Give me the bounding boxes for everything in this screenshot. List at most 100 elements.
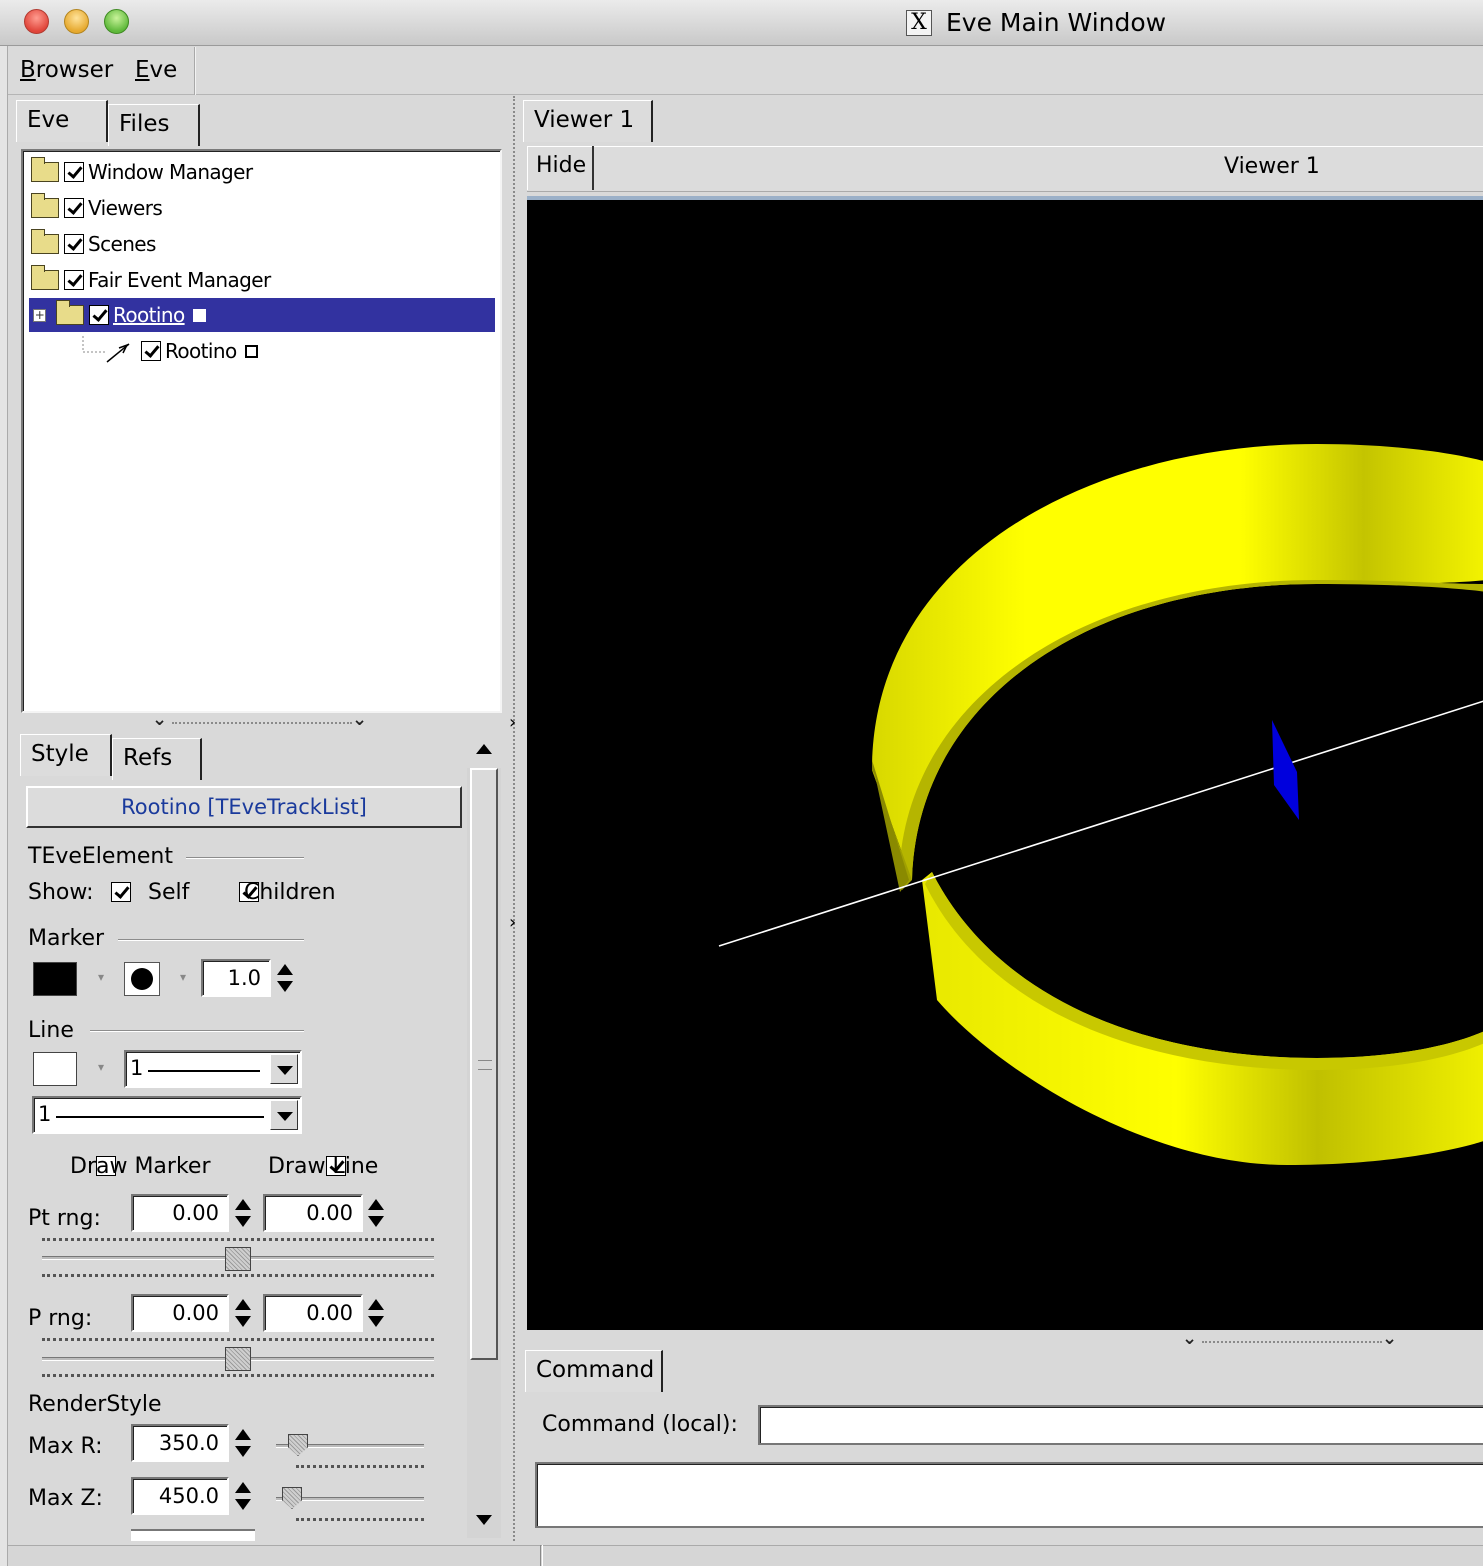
p-slider-thumb[interactable] [225,1347,251,1371]
tab-viewer-1[interactable]: Viewer 1 [523,100,653,142]
window-title: Eve Main Window [946,8,1167,37]
menu-eve-mnemonic: E [135,57,150,83]
editor-scrollbar[interactable] [467,768,501,1538]
max-z-spinner-icon[interactable] [232,1477,254,1515]
tab-command[interactable]: Command [525,1350,663,1392]
teve-element-group-label: TEveElement [28,844,173,869]
tree-checkbox[interactable] [89,305,109,325]
expand-icon[interactable]: + [33,307,46,322]
chevron-down-icon[interactable] [270,1100,298,1130]
zoom-window-button[interactable] [104,9,129,34]
tree-checkbox[interactable] [141,341,161,361]
folder-icon [31,229,59,254]
max-r-spinner-icon[interactable] [232,1424,254,1462]
tree-checkbox[interactable] [64,234,84,254]
max-r-input[interactable]: 350.0 [131,1424,229,1462]
tree-item-fair-event-manager[interactable]: Fair Event Manager [31,263,271,297]
p-slider-ticks [42,1374,434,1378]
tab-eve[interactable]: Eve [16,100,108,142]
menu-browser[interactable]: Browser [20,57,113,83]
marker-style-dropdown-icon[interactable]: ▾ [180,970,187,984]
p-min-spinner-icon[interactable] [232,1294,254,1332]
scroll-down-icon[interactable] [476,1515,492,1525]
minimize-window-button[interactable] [64,9,89,34]
gl-viewer-canvas[interactable] [527,196,1483,1330]
pt-min-spinner-icon[interactable] [232,1194,254,1232]
splitter-chevron-right[interactable]: ⌄ [352,709,368,730]
viewer-title: Viewer 1 [1224,154,1320,179]
line-width-select[interactable]: 1 [124,1050,302,1088]
close-window-button[interactable] [24,9,49,34]
tree-item-scenes[interactable]: Scenes [31,227,156,261]
splitter-chevron-left[interactable]: ⌄ [152,709,168,730]
pt-slider-ticks [42,1238,434,1242]
tree-checkbox[interactable] [64,270,84,290]
marker-color-dropdown-icon[interactable]: ▾ [98,970,105,984]
status-bar [8,1545,1483,1566]
pt-max-spinner-icon[interactable] [365,1194,387,1232]
color-box-icon [244,344,258,358]
splitter-arrow-icon[interactable]: › [509,712,517,733]
max-r-slider[interactable] [276,1444,424,1448]
partially-visible-input[interactable] [131,1529,255,1541]
command-label: Command (local): [542,1412,738,1437]
tree-item-rootino-track[interactable]: Rootino [81,334,258,368]
pt-min-input[interactable]: 0.00 [131,1194,229,1232]
pt-slider-thumb[interactable] [225,1247,251,1271]
menu-eve[interactable]: Eve [135,57,177,83]
tab-viewer-1-label: Viewer 1 [534,107,635,133]
tree-item-label: Window Manager [88,160,253,184]
marker-color-swatch[interactable] [33,962,77,996]
line-color-dropdown-icon[interactable]: ▾ [98,1060,105,1074]
tab-refs-label: Refs [123,745,173,771]
marker-style-button[interactable] [124,962,160,996]
line-color-swatch[interactable] [33,1052,77,1086]
splitter-chevron-left[interactable]: ⌄ [1182,1328,1198,1349]
tree-splitter[interactable] [172,722,352,724]
marker-size-input[interactable]: 1.0 [201,959,271,997]
command-input[interactable] [758,1405,1483,1445]
max-r-label: Max R: [28,1434,103,1459]
p-max-input[interactable]: 0.00 [263,1294,363,1332]
max-z-slider[interactable] [276,1497,424,1501]
tab-files[interactable]: Files [108,104,200,146]
p-min-input[interactable]: 0.00 [131,1294,229,1332]
tree-item-viewers[interactable]: Viewers [31,191,163,225]
show-children-checkbox[interactable] [239,882,260,902]
scrollbar-thumb[interactable] [470,768,498,1360]
splitter-chevron-right[interactable]: ⌄ [1382,1328,1398,1349]
tree-item-label: Viewers [88,196,163,220]
p-max-spinner-icon[interactable] [365,1294,387,1332]
tree-item-rootino-list[interactable]: + Rootino [29,298,495,332]
draw-marker-checkbox[interactable] [95,1156,116,1176]
tab-files-label: Files [119,111,170,137]
color-box-icon [192,308,206,322]
vertical-splitter[interactable] [513,96,516,1541]
line-sample [148,1070,260,1072]
viewer-splitter[interactable] [1202,1341,1382,1343]
element-title-button[interactable]: Rootino [TEveTrackList] [26,786,462,828]
draw-line-checkbox[interactable] [325,1156,346,1176]
hide-button[interactable]: Hide [527,146,594,190]
max-r-slider-thumb[interactable] [288,1434,308,1456]
ring-rim [925,872,1483,1070]
max-z-input[interactable]: 450.0 [131,1477,229,1515]
splitter-arrow-icon[interactable]: › [509,912,517,933]
tree-checkbox[interactable] [64,162,84,182]
tab-style[interactable]: Style [20,734,112,776]
tree-item-window-manager[interactable]: Window Manager [31,155,253,189]
tab-style-label: Style [31,741,89,767]
browser-tree[interactable]: Window Manager Viewers Scenes Fair Event… [21,149,502,713]
show-self-checkbox[interactable] [111,882,131,902]
marker-size-spinner-icon[interactable] [274,959,296,997]
folder-icon [31,157,59,182]
scroll-up-icon[interactable] [476,744,492,754]
max-z-slider-thumb[interactable] [282,1487,302,1509]
chevron-down-icon[interactable] [270,1054,298,1084]
pt-max-input[interactable]: 0.00 [263,1194,363,1232]
tab-refs[interactable]: Refs [112,738,202,780]
line-style-select[interactable]: 1 [32,1096,302,1134]
tree-item-label: Fair Event Manager [88,268,271,292]
tree-checkbox[interactable] [64,198,84,218]
menu-eve-label: ve [149,57,178,83]
